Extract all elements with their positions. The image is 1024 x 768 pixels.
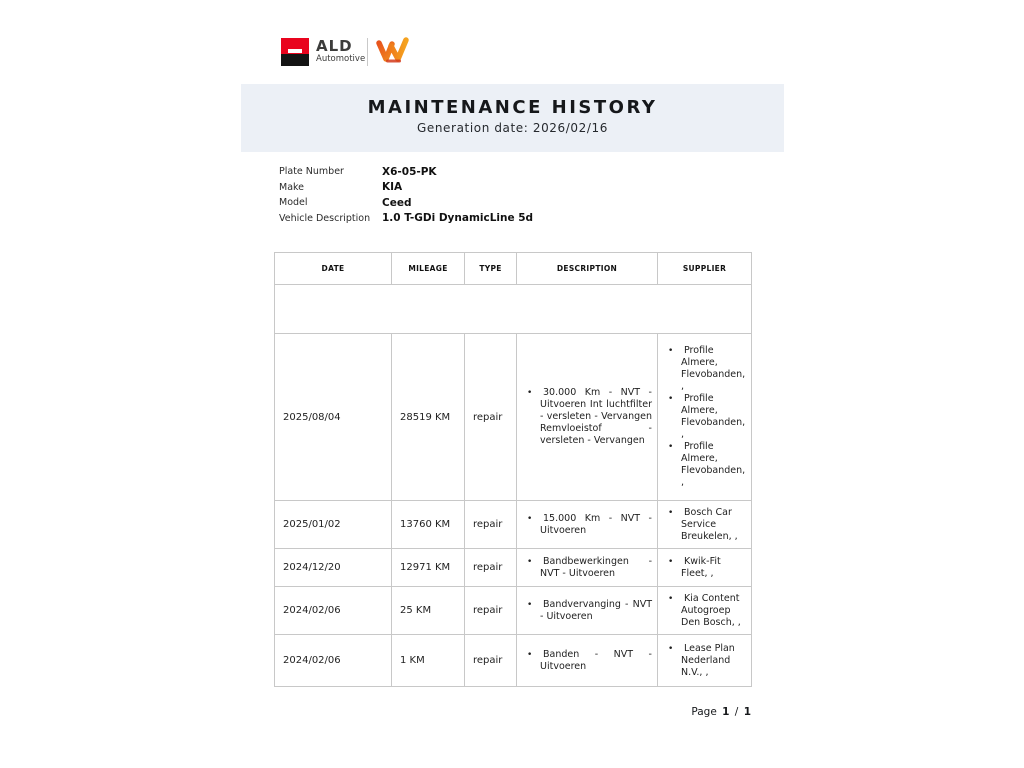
cell-description: • 30.000 Km - NVT - Uitvoeren Int luchtf…	[516, 333, 658, 501]
cell-type: repair	[464, 500, 517, 549]
logo-divider	[367, 38, 368, 66]
bullet-icon: •	[668, 346, 674, 356]
vehicle-info: Plate Number X6-05-PK Make KIA Model Cee…	[279, 164, 533, 226]
supplier-item: • Profile Almere, Flevobanden, ,	[668, 441, 746, 488]
vehicle-info-row: Model Ceed	[279, 195, 533, 211]
page-current: 1	[722, 706, 730, 718]
bullet-icon: •	[668, 507, 674, 518]
ald-logo-mark-icon	[281, 38, 309, 66]
cell-mileage: 25 KM	[391, 586, 465, 635]
vehicle-description-label: Vehicle Description	[279, 212, 371, 224]
bullet-icon: •	[527, 513, 533, 524]
description-item: • Bandbewerkingen - NVT - Uitvoeren	[527, 555, 652, 579]
ald-logo-name: ALD	[316, 37, 353, 55]
cell-date: 2025/01/02	[274, 500, 392, 549]
generation-date: Generation date: 2026/02/16	[416, 121, 609, 135]
cell-supplier: • Profile Almere, Flevobanden, , • Profi…	[657, 333, 752, 501]
model-label: Model	[279, 197, 308, 209]
description-item: • 15.000 Km - NVT - Uitvoeren	[527, 512, 652, 536]
cell-date: 2024/12/20	[274, 548, 392, 587]
bullet-icon: •	[527, 388, 533, 398]
page-title: MAINTENANCE HISTORY	[367, 97, 658, 118]
cell-supplier: • Kwik-Fit Fleet, ,	[657, 548, 752, 587]
make-value: KIA	[382, 181, 403, 194]
table-row: 2024/02/06 25 KM repair • Bandvervanging…	[274, 586, 752, 635]
vehicle-info-row: Plate Number X6-05-PK	[279, 164, 533, 180]
cell-description: • Bandbewerkingen - NVT - Uitvoeren	[516, 548, 658, 587]
supplier-item: • Kia Content Autogroep Den Bosch, ,	[668, 592, 741, 628]
supplier-item: • Bosch Car Service Breukelen, ,	[668, 506, 738, 542]
cell-type: repair	[464, 634, 517, 687]
plate-number-value: X6-05-PK	[382, 165, 437, 178]
cell-supplier: • Bosch Car Service Breukelen, ,	[657, 500, 752, 549]
table-header-row: DATE MILEAGE TYPE DESCRIPTION SUPPLIER	[274, 252, 752, 285]
cell-description: • Banden - NVT - Uitvoeren	[516, 634, 658, 687]
cell-mileage: 13760 KM	[391, 500, 465, 549]
supplier-item: • Profile Almere, Flevobanden, ,	[668, 393, 746, 440]
cell-type: repair	[464, 548, 517, 587]
cell-date: 2024/02/06	[274, 634, 392, 687]
bullet-icon: •	[668, 556, 674, 567]
supplier-item: • Kwik-Fit Fleet, ,	[668, 555, 721, 579]
bullet-icon: •	[527, 556, 533, 567]
bullet-icon: •	[668, 394, 674, 404]
cell-date: 2024/02/06	[274, 586, 392, 635]
cell-date: 2025/08/04	[274, 333, 392, 501]
cell-description: • 15.000 Km - NVT - Uitvoeren	[516, 500, 658, 549]
column-header-type: TYPE	[464, 252, 517, 285]
cell-description: • Bandvervanging - NVT - Uitvoeren	[516, 586, 658, 635]
ald-logo-subtitle: Automotive	[316, 54, 366, 64]
page-footer: Page 1 / 1	[274, 706, 751, 718]
page-label: Page	[691, 706, 717, 718]
maintenance-history-table: DATE MILEAGE TYPE DESCRIPTION SUPPLIER 2…	[274, 252, 752, 687]
table-row: 2025/08/04 28519 KM repair • 30.000 Km -…	[274, 333, 752, 501]
table-row-empty	[274, 284, 752, 334]
bullet-icon: •	[527, 649, 533, 660]
supplier-item: • Lease Plan Nederland N.V., ,	[668, 642, 735, 678]
vehicle-info-row: Make KIA	[279, 180, 533, 196]
cell-mileage: 28519 KM	[391, 333, 465, 501]
table-row: 2025/01/02 13760 KM repair • 15.000 Km -…	[274, 500, 752, 549]
cell-supplier: • Kia Content Autogroep Den Bosch, ,	[657, 586, 752, 635]
vehicle-info-row: Vehicle Description 1.0 T-GDi DynamicLin…	[279, 211, 533, 227]
empty-cell	[274, 284, 752, 334]
bullet-icon: •	[668, 593, 674, 604]
model-value: Ceed	[382, 196, 412, 209]
column-header-date: DATE	[274, 252, 392, 285]
column-header-supplier: SUPPLIER	[657, 252, 752, 285]
cell-type: repair	[464, 586, 517, 635]
cell-supplier: • Lease Plan Nederland N.V., ,	[657, 634, 752, 687]
description-item: • 30.000 Km - NVT - Uitvoeren Int luchtf…	[527, 387, 652, 446]
column-header-description: DESCRIPTION	[516, 252, 658, 285]
supplier-item: • Profile Almere, Flevobanden, ,	[668, 345, 746, 392]
column-header-mileage: MILEAGE	[391, 252, 465, 285]
cell-type: repair	[464, 333, 517, 501]
description-item: • Banden - NVT - Uitvoeren	[527, 648, 652, 672]
table-row: 2024/02/06 1 KM repair • Banden - NVT - …	[274, 634, 752, 687]
bullet-icon: •	[527, 599, 533, 610]
cell-mileage: 1 KM	[391, 634, 465, 687]
ald-automotive-logo: ALD Automotive	[281, 38, 365, 66]
bullet-icon: •	[668, 643, 674, 654]
make-label: Make	[279, 181, 305, 193]
partner-w-logo-icon	[376, 37, 409, 63]
description-item: • Bandvervanging - NVT - Uitvoeren	[527, 598, 652, 622]
table-row: 2024/12/20 12971 KM repair • Bandbewerki…	[274, 548, 752, 587]
page-total: 1	[743, 706, 751, 718]
title-band: MAINTENANCE HISTORY Generation date: 202…	[241, 84, 784, 152]
bullet-icon: •	[668, 442, 674, 452]
plate-number-label: Plate Number	[279, 166, 344, 178]
page-separator: /	[734, 706, 739, 718]
cell-mileage: 12971 KM	[391, 548, 465, 587]
vehicle-description-value: 1.0 T-GDi DynamicLine 5d	[382, 212, 534, 225]
